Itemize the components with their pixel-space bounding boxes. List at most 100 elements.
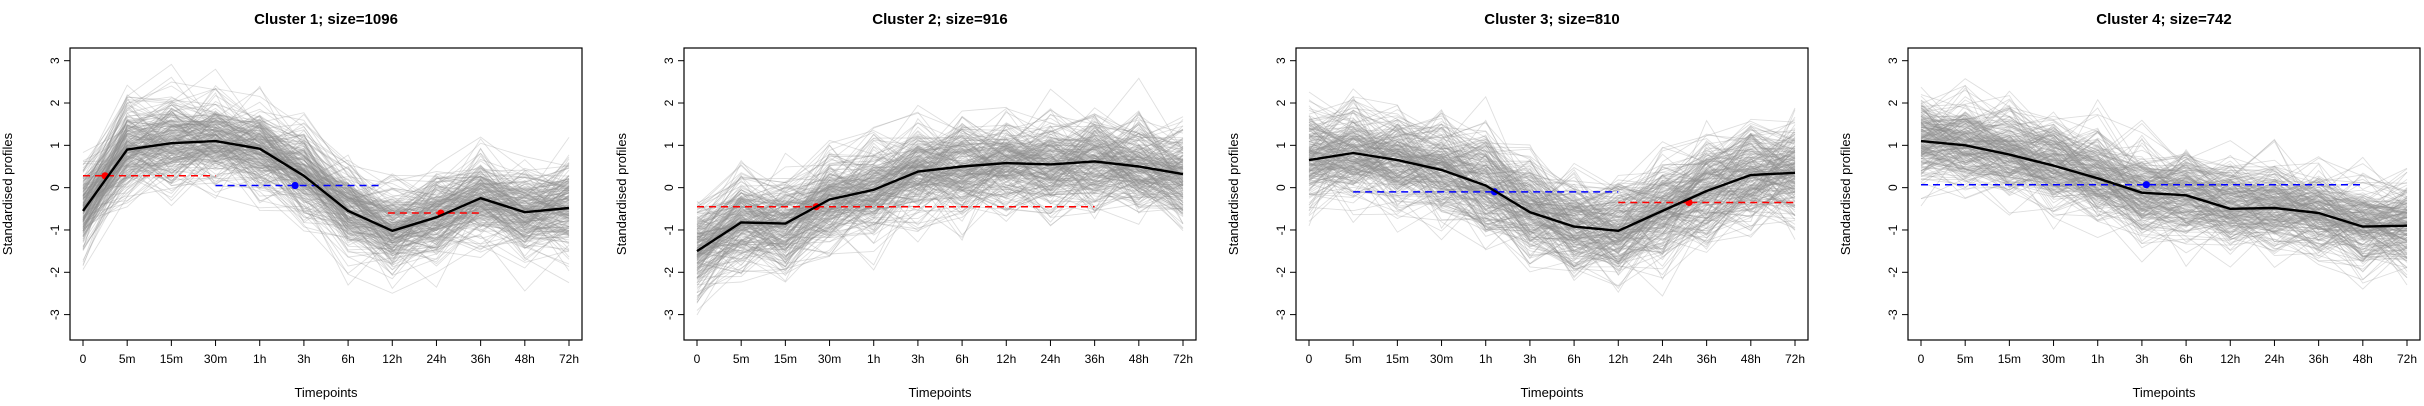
member-profile-line [82, 85, 570, 192]
member-profile-line [1920, 147, 2408, 246]
member-profile-line [82, 132, 570, 244]
member-profile-line [1308, 116, 1796, 232]
member-profile-line [1308, 134, 1796, 241]
member-profile-line [1920, 119, 2408, 230]
member-profile-line [1920, 122, 2408, 224]
member-profile-line [696, 138, 1184, 269]
member-profile-line [82, 118, 570, 249]
member-profile-line [1308, 109, 1796, 211]
member-profile-line [82, 114, 570, 228]
member-profile-line [1308, 129, 1796, 235]
member-profile-line [82, 151, 570, 235]
member-profile-line [1920, 84, 2408, 237]
member-profile-line [1308, 139, 1796, 232]
member-profile-line [82, 140, 570, 224]
x-axis-label: Timepoints [294, 385, 358, 400]
member-profile-line [1920, 111, 2408, 228]
member-profile-line [82, 124, 570, 244]
member-profile-line [82, 135, 570, 253]
member-profile-line [82, 149, 570, 260]
member-profile-line [1920, 147, 2408, 246]
member-profile-line [696, 123, 1184, 260]
x-tick-label: 3h [1523, 352, 1536, 366]
member-profile-line [696, 116, 1184, 255]
member-profile-line [82, 121, 570, 234]
member-profile-line [1308, 127, 1796, 233]
member-profile-line [696, 135, 1184, 267]
member-profile-line [82, 114, 570, 235]
member-profile-line [1308, 127, 1796, 249]
member-profile-line [1308, 134, 1796, 221]
member-profile-line [1308, 115, 1796, 227]
member-profile-line [696, 111, 1184, 241]
member-profile-line [1308, 126, 1796, 229]
member-profile-line [82, 126, 570, 236]
member-profile-line [1920, 126, 2408, 223]
member-profile-line [696, 122, 1184, 243]
member-profile-line [82, 143, 570, 245]
y-tick-label: 0 [662, 184, 676, 191]
member-profile-line [1308, 118, 1796, 201]
x-tick-label: 5m [733, 352, 750, 366]
member-profile-line [82, 155, 570, 260]
member-profile-line [1920, 145, 2408, 261]
member-profile-line [82, 144, 570, 212]
member-profile-line [1308, 150, 1796, 232]
member-profile-line [1308, 129, 1796, 216]
member-profile-line [1920, 107, 2408, 238]
y-axis-label: Standardised profiles [1838, 132, 1853, 255]
member-profile-line [1920, 137, 2408, 236]
member-profile-line [1920, 157, 2408, 256]
member-profile-line [696, 138, 1184, 258]
member-profile-line [1920, 96, 2408, 212]
member-profile-line [1920, 169, 2408, 245]
member-profile-line [1920, 176, 2408, 262]
member-profile-line [1308, 163, 1796, 276]
member-profile-line [82, 92, 570, 238]
x-tick-label: 6h [341, 352, 354, 366]
member-profile-line [696, 124, 1184, 249]
member-profile-line [82, 118, 570, 216]
y-tick-label: -3 [662, 309, 676, 320]
member-profile-line [1920, 150, 2408, 260]
member-profile-line [1920, 102, 2408, 243]
member-profile-line [82, 143, 570, 284]
member-profile-line [1308, 168, 1796, 270]
member-profile-line [696, 121, 1184, 245]
member-profile-line [82, 63, 570, 222]
plot-frame [683, 47, 1197, 341]
member-profile-line [1920, 151, 2408, 242]
member-profile-line [696, 114, 1184, 207]
member-profile-line [1920, 167, 2408, 290]
member-profile-line [82, 113, 570, 221]
member-profile-line [696, 155, 1184, 261]
member-profile-line [1920, 137, 2408, 236]
member-profile-line [1920, 112, 2408, 213]
member-profile-line [1920, 132, 2408, 258]
member-profile-line [1920, 143, 2408, 220]
x-tick-label: 12h [2220, 352, 2240, 366]
member-profile-line [696, 130, 1184, 257]
member-profile-line [1920, 87, 2408, 211]
member-profile-line [1920, 132, 2408, 238]
member-profile-line [82, 94, 570, 214]
member-profile-line [1308, 154, 1796, 224]
member-profile-line [1920, 131, 2408, 241]
member-profile-line [1920, 105, 2408, 215]
member-profile-line [1308, 179, 1796, 272]
member-profile-line [1308, 112, 1796, 236]
member-profile-line [82, 84, 570, 231]
member-profile-line [1308, 120, 1796, 202]
member-profile-line [1308, 137, 1796, 241]
member-profile-line [82, 126, 570, 234]
member-profile-line [1308, 149, 1796, 254]
x-tick-label: 36h [2309, 352, 2329, 366]
x-tick-label: 15m [160, 352, 183, 366]
x-tick-label: 0 [1306, 352, 1313, 366]
member-profile-line [1920, 104, 2408, 214]
member-profile-line [1308, 98, 1796, 267]
member-profile-line [1920, 127, 2408, 227]
member-profile-line [82, 132, 570, 243]
member-profile-line [696, 154, 1184, 232]
cluster-center-line [696, 160, 1184, 253]
